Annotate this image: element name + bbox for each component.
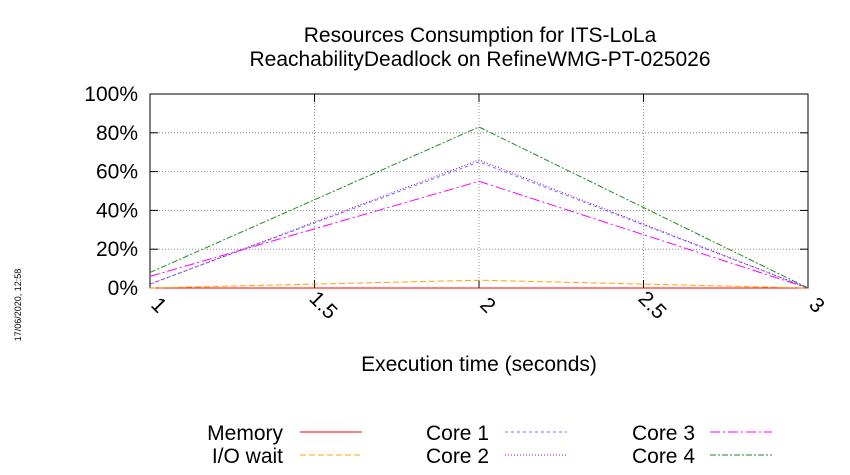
y-axis: 0% 20% 40% 60% 80% 100% — [84, 83, 808, 300]
x-tick-label: 1 — [146, 293, 171, 318]
series-line-core-4 — [149, 126, 809, 289]
series-line-core-2 — [149, 159, 809, 289]
legend-item-core-1: Core 1 — [426, 422, 567, 445]
grid — [150, 94, 808, 288]
y-tick-label: 40% — [96, 199, 138, 222]
legend-label: Core 4 — [632, 445, 695, 468]
timestamp: 17/06/2020, 12:58 — [13, 269, 23, 342]
y-tick-label: 100% — [84, 83, 138, 106]
legend-label: Core 2 — [426, 445, 489, 468]
x-tick-label: 2.5 — [634, 287, 671, 324]
series-line-core-3 — [149, 180, 809, 289]
legend-item-i-o-wait: I/O wait — [212, 445, 362, 468]
y-tick-label: 80% — [96, 122, 138, 145]
legend-item-core-3: Core 3 — [632, 422, 772, 445]
legend-item-core-4: Core 4 — [632, 445, 772, 468]
x-axis-label: Execution time (seconds) — [361, 353, 597, 376]
x-axis: 1 1.5 2 2.5 3 — [146, 94, 829, 324]
series-line-core-1 — [149, 161, 809, 289]
series-line-i-o-wait — [149, 279, 809, 289]
x-tick-label: 1.5 — [305, 287, 342, 324]
legend-label: Core 3 — [632, 422, 695, 445]
x-tick-label: 2 — [475, 293, 500, 318]
legend-item-core-2: Core 2 — [426, 445, 567, 468]
chart-title-line-1: Resources Consumption for ITS-LoLa — [304, 24, 657, 47]
chart-title-line-2: ReachabilityDeadlock on RefineWMG-PT-025… — [249, 48, 710, 71]
legend-label: Core 1 — [426, 422, 489, 445]
y-tick-label: 0% — [108, 277, 138, 300]
y-tick-label: 20% — [96, 238, 138, 261]
legend-label: I/O wait — [212, 445, 283, 468]
x-tick-label: 3 — [804, 293, 829, 318]
legend-label: Memory — [207, 422, 283, 445]
legend-item-memory: Memory — [207, 422, 362, 445]
y-tick-label: 60% — [96, 161, 138, 184]
series-group — [149, 126, 809, 289]
